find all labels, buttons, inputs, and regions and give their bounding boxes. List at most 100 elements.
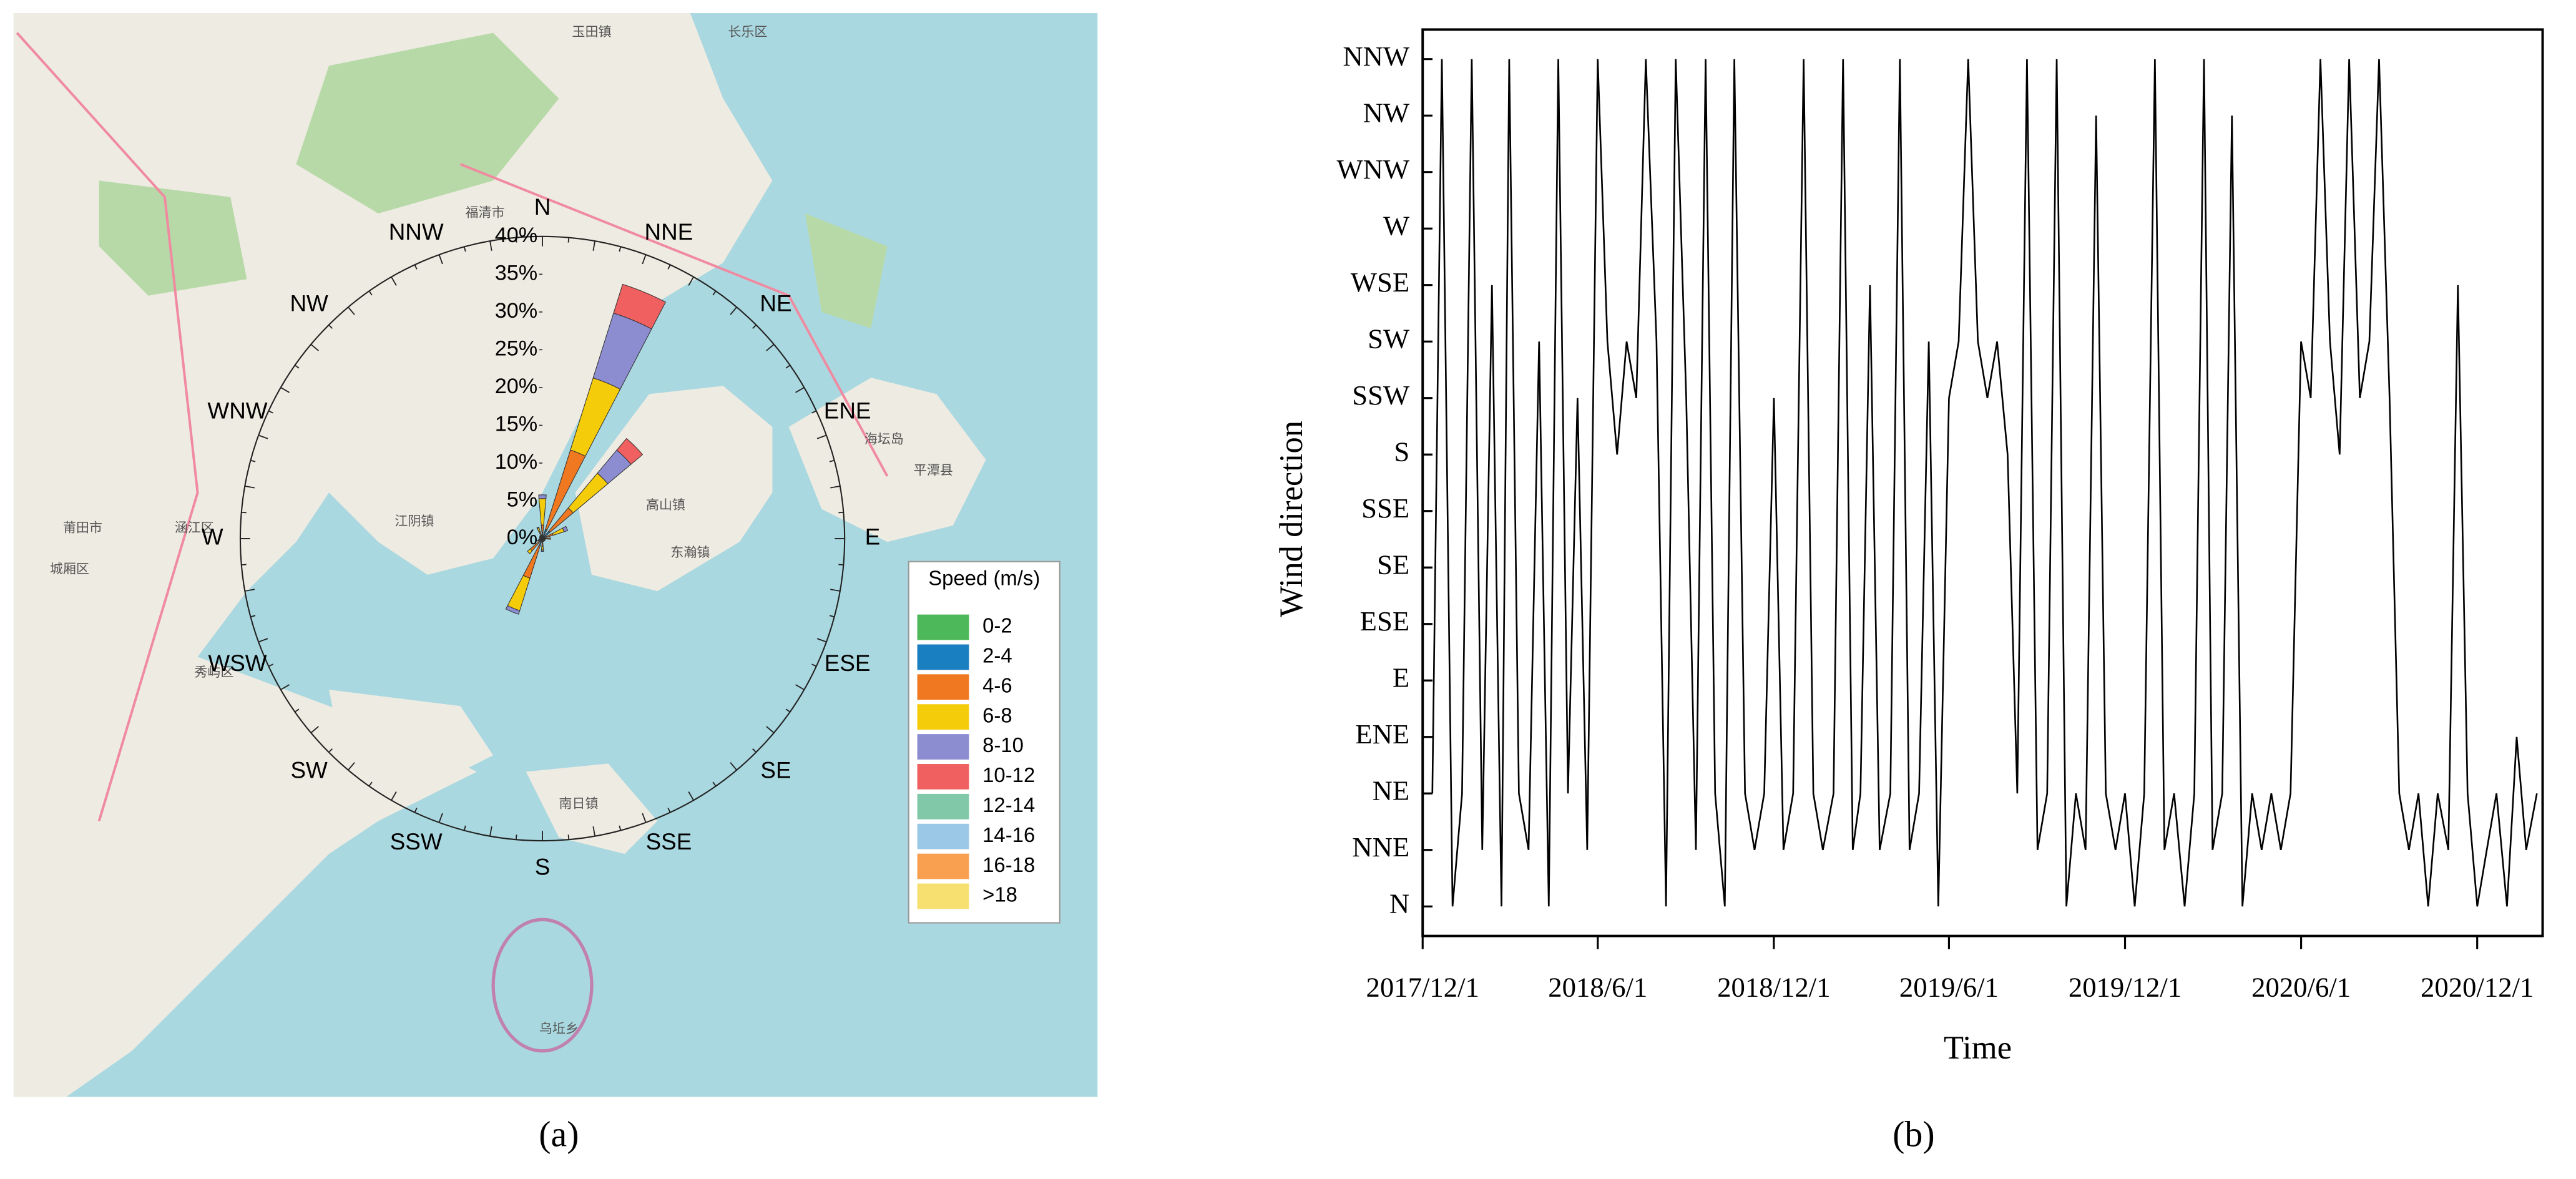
rose-tick (489, 826, 492, 836)
wedge-segment (539, 535, 541, 537)
legend-swatch (916, 643, 970, 671)
legend-swatch (916, 883, 970, 910)
legend-swatch (916, 673, 970, 701)
rose-tick (667, 808, 671, 813)
rose-tick (795, 684, 805, 690)
rose-tick (838, 511, 844, 514)
map-forest (805, 213, 888, 329)
rose-tick (752, 748, 757, 753)
rose-tick (592, 826, 596, 836)
rose-tick (830, 589, 840, 592)
map-label: 海坛岛 (864, 432, 904, 447)
direction-label: ESE (825, 650, 871, 676)
rose-tick (414, 808, 418, 813)
rose-tick (245, 485, 255, 489)
legend-swatch (916, 853, 970, 880)
wedge-segment (527, 548, 533, 554)
map-road (16, 32, 199, 822)
rose-tick (280, 387, 290, 393)
rose-tick (241, 564, 247, 566)
panel-label: (a) (539, 1114, 579, 1155)
rose-tick (268, 410, 273, 414)
direction-label: E (865, 524, 881, 550)
rose-tick (766, 726, 775, 733)
legend-title: Speed (m/s) (928, 566, 1040, 589)
map-label: 涵江区 (175, 521, 214, 536)
rose-tick (258, 434, 268, 439)
radial-tick-label: 35% (495, 261, 537, 285)
x-axis-title: Time (1944, 1030, 2012, 1066)
radial-tick-label: 5% (507, 487, 537, 511)
legend-swatch (916, 733, 970, 761)
y-tick-label: WSE (1351, 267, 1409, 298)
wedge-segment (539, 536, 542, 539)
wedge-segment (541, 549, 544, 552)
x-tick-label: 2019/6/1 (1899, 972, 1999, 1003)
rose-tick (730, 762, 737, 771)
rose-tick (592, 241, 596, 251)
y-tick-label: SE (1377, 549, 1409, 580)
map-island (575, 386, 773, 592)
rose-tick (438, 813, 443, 823)
map-island (788, 378, 986, 542)
wedge-segment (541, 539, 544, 543)
wedge-segment (542, 539, 546, 542)
radial-tick-label: 15% (495, 412, 537, 436)
wedge-segment (541, 532, 544, 537)
direction-label: W (202, 524, 223, 550)
wedge-segment (613, 283, 667, 330)
rose-tick (688, 276, 694, 286)
rose-tick (368, 290, 373, 296)
wedge-segment (536, 526, 540, 529)
legend-label: 2-4 (982, 644, 1012, 667)
map-label: 秀屿区 (194, 665, 233, 680)
rose-tick (730, 306, 737, 315)
rose-tick (294, 708, 300, 713)
rose-tick (642, 813, 647, 823)
wedge-segment (541, 545, 544, 550)
map-forest (296, 32, 559, 214)
rose-tick (811, 663, 817, 667)
legend-label: 4-6 (982, 673, 1012, 697)
rose-tick (250, 459, 256, 462)
rose-tick (619, 825, 622, 831)
y-tick-label: N (1389, 888, 1409, 919)
rose-tick (414, 264, 418, 270)
map-label: 长乐区 (728, 24, 767, 39)
rose-tick (348, 306, 355, 315)
rose-tick (619, 247, 622, 252)
wedge-segment (538, 494, 547, 499)
map-road (459, 163, 889, 477)
radial-tick-label: 0% (507, 526, 537, 549)
direction-label: SSE (646, 829, 692, 854)
direction-line (1431, 59, 2538, 907)
map-label: 平潭县 (914, 464, 953, 478)
map-label: 福清市 (465, 205, 504, 220)
y-tick-label: S (1394, 436, 1409, 467)
rose-tick (245, 589, 255, 592)
wedge-segment (542, 539, 545, 542)
direction-label: WSW (208, 650, 267, 676)
y-tick-label: NNE (1352, 831, 1409, 863)
legend-label: 10-12 (982, 763, 1035, 786)
y-tick-label: NNW (1343, 41, 1410, 72)
plot-frame (1421, 28, 2544, 937)
rose-tick (438, 254, 443, 265)
rose-tick (667, 264, 671, 270)
legend-label: >18 (982, 883, 1017, 906)
map-island (329, 689, 494, 788)
rose-tick (515, 237, 517, 243)
map-label: 江阴镇 (394, 514, 434, 529)
radial-tick-label: 40% (495, 223, 537, 247)
wedge-segment (616, 438, 644, 465)
legend-label: 6-8 (982, 703, 1012, 726)
rose-tick (368, 781, 373, 787)
x-tick-label: 2020/12/1 (2421, 972, 2534, 1003)
legend-label: 8-10 (982, 733, 1024, 756)
rose-tick (811, 410, 817, 414)
direction-label: NNW (389, 219, 444, 245)
direction-label: NW (290, 291, 328, 316)
rose-tick (310, 344, 319, 351)
